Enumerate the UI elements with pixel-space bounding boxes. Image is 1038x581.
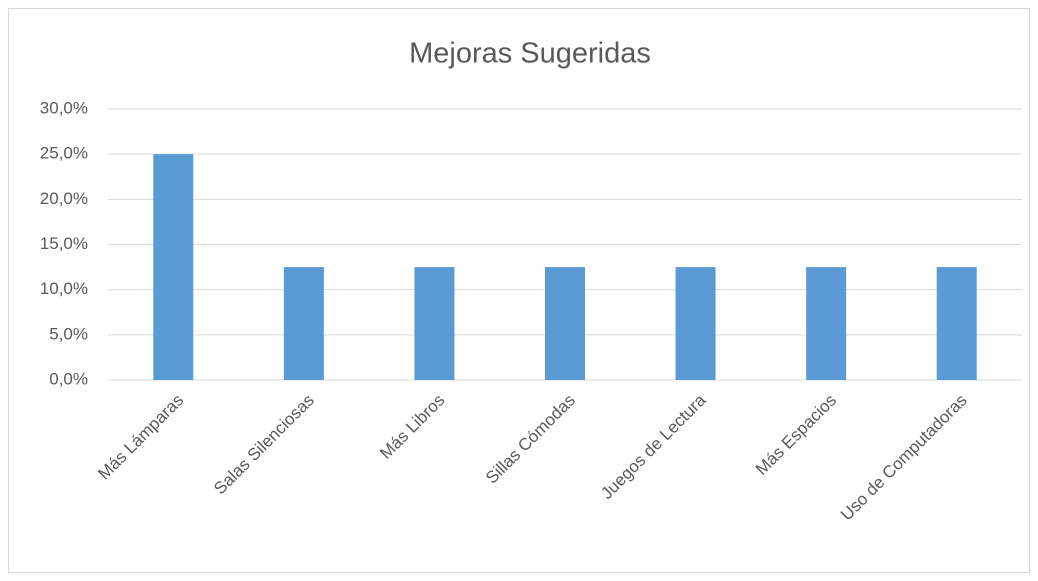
y-tick-label: 20,0% — [40, 189, 88, 208]
y-tick-label: 25,0% — [40, 144, 88, 163]
bar — [153, 154, 194, 380]
y-tick-label: 30,0% — [40, 98, 88, 117]
y-tick-label: 5,0% — [49, 324, 88, 343]
y-tick-label: 0,0% — [49, 369, 88, 388]
bar — [936, 267, 977, 380]
bar — [414, 267, 455, 380]
bar — [675, 267, 716, 380]
bar — [283, 267, 324, 380]
y-tick-label: 15,0% — [40, 234, 88, 253]
bar — [545, 267, 585, 380]
chart-title: Mejoras Sugeridas — [409, 38, 651, 70]
y-tick-label: 10,0% — [40, 279, 88, 298]
bar — [806, 267, 847, 380]
